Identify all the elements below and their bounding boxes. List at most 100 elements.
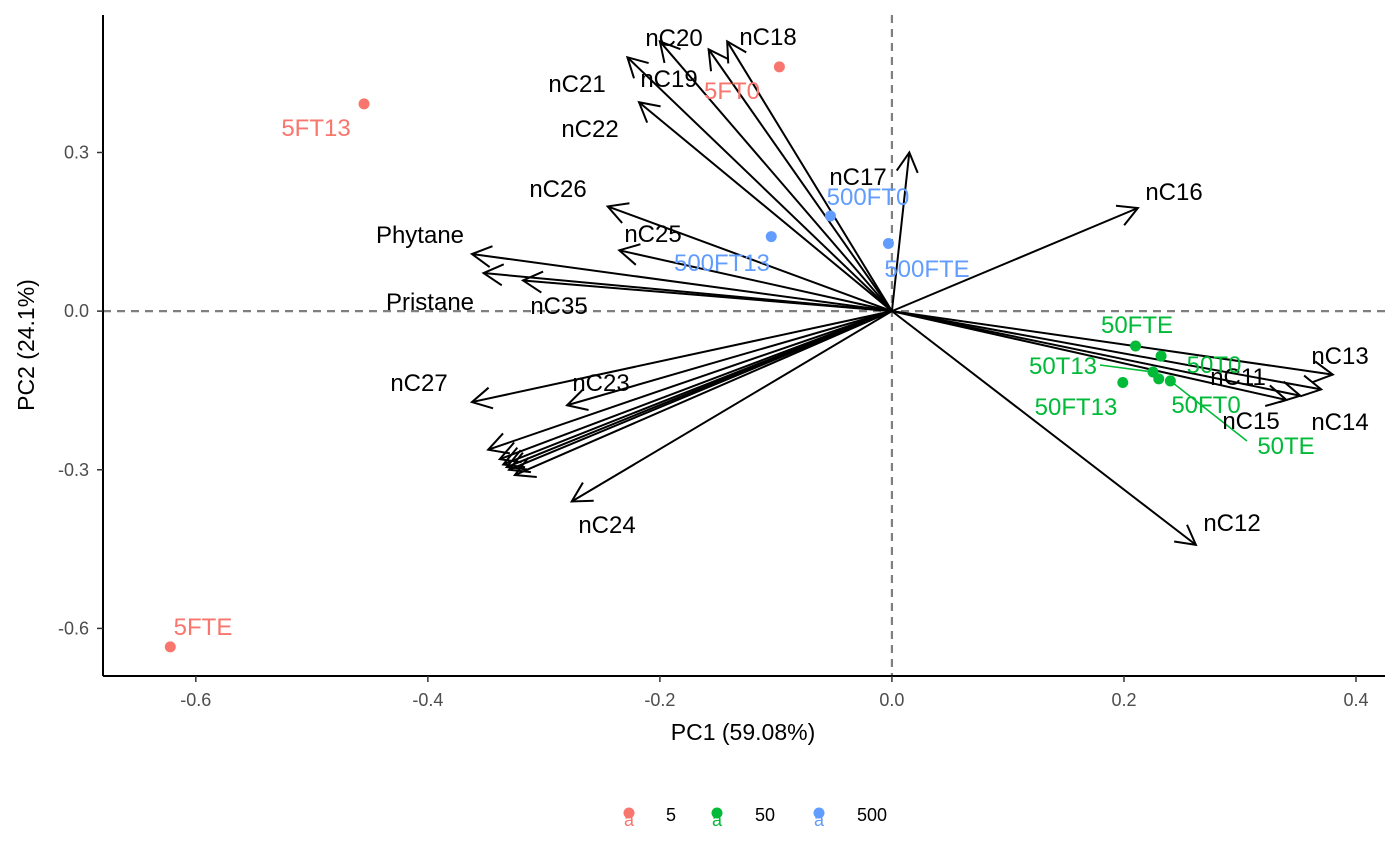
point-label: 50FT13 (1035, 394, 1118, 421)
x-tick-label: 0.2 (1111, 690, 1136, 710)
loading-arrow (471, 253, 893, 313)
point-label: 5FT13 (281, 115, 350, 142)
point-label: 5FTE (174, 614, 233, 641)
loading-label: Pristane (386, 289, 474, 316)
loading-arrow (890, 152, 911, 312)
data-point (1155, 350, 1167, 362)
data-point (824, 210, 836, 222)
loading-label: nC18 (739, 24, 796, 51)
loading-arrowhead (497, 441, 522, 464)
y-axis-title: PC2 (24.1%) (13, 279, 39, 411)
legend-swatch-50 (711, 807, 723, 819)
point-label: 500FT13 (674, 250, 770, 277)
data-point (773, 61, 785, 73)
loading-arrowhead (469, 386, 494, 410)
loading-label: nC27 (390, 370, 447, 397)
loading-label: nC35 (530, 293, 587, 320)
loading-arrow (891, 310, 1197, 546)
data-point (164, 641, 176, 653)
loading-label: nC25 (624, 221, 681, 248)
data-point (1130, 340, 1142, 352)
y-tick-label: 0.3 (64, 142, 89, 162)
loading-arrowhead (658, 39, 681, 64)
legend-glyph-500: a (814, 810, 825, 830)
loading-label: nC26 (529, 176, 586, 203)
legend-label-50: 50 (755, 805, 775, 825)
data-point (358, 98, 370, 110)
loading-label: nC17 (829, 164, 886, 191)
x-tick-label: 0.0 (879, 690, 904, 710)
loading-label: nC16 (1145, 179, 1202, 206)
loading-arrowhead (565, 389, 589, 411)
data-point (765, 231, 777, 243)
legend-glyph-50: a (712, 810, 723, 830)
loading-arrow (707, 48, 893, 312)
y-tick-label: 0.0 (64, 301, 89, 321)
loading-arrowhead (486, 432, 511, 455)
loading-arrow (607, 205, 893, 313)
point-label: 500FTE (884, 256, 969, 283)
loading-arrow (514, 310, 893, 476)
loading-arrow (891, 310, 1322, 391)
loading-arrowhead (895, 150, 919, 174)
loading-label: nC13 (1311, 343, 1368, 370)
loading-arrow (726, 40, 893, 312)
loading-arrowhead (637, 100, 661, 124)
loading-label: nC11 (1210, 364, 1266, 391)
loading-arrowhead (605, 202, 630, 224)
legend: a 5 a 50 a 500 (623, 805, 887, 830)
data-point (882, 237, 894, 249)
loading-arrowhead (481, 263, 505, 287)
label-leader (1099, 364, 1154, 373)
label-leader (1169, 380, 1248, 442)
loading-arrowhead (569, 482, 594, 503)
point-label: 50FT0 (1171, 392, 1240, 419)
legend-label-5: 5 (666, 805, 676, 825)
legend-label-500: 500 (857, 805, 887, 825)
data-point (1153, 373, 1165, 385)
loading-label: nC24 (578, 512, 635, 539)
loading-label: nC19 (640, 66, 697, 93)
y-tick-label: -0.3 (58, 460, 89, 480)
loading-arrowhead (625, 55, 649, 79)
loading-arrow (619, 249, 893, 313)
point-label: 50TE (1257, 433, 1314, 460)
legend-swatch-500 (813, 807, 825, 819)
loading-arrow (891, 310, 1287, 401)
loading-arrowhead (469, 245, 493, 268)
loading-arrowhead (1174, 524, 1198, 547)
point-label: 50T0 (1187, 352, 1242, 379)
loading-arrowhead (1299, 374, 1324, 398)
y-tick-label: -0.6 (58, 618, 89, 638)
point-label: 500FT0 (827, 184, 910, 211)
loading-label: Phytane (376, 222, 464, 249)
loading-arrowhead (1311, 360, 1335, 384)
loading-arrow (659, 40, 893, 312)
point-label: 50T13 (1029, 353, 1097, 380)
loading-arrow (891, 310, 1301, 397)
loading-arrowhead (1264, 384, 1289, 407)
point-label: 50FTE (1101, 312, 1173, 339)
loading-arrowhead (504, 449, 529, 471)
legend-swatch-5 (623, 807, 635, 819)
loading-label: nC12 (1203, 510, 1260, 537)
legend-glyph-5: a (624, 810, 635, 830)
loading-arrowhead (520, 270, 544, 294)
loading-arrow (891, 310, 1333, 376)
loading-arrow (638, 101, 893, 312)
loading-arrow (522, 279, 893, 313)
loading-arrowhead (1115, 204, 1140, 226)
loading-arrow (499, 310, 893, 461)
x-axis-title: PC1 (59.08%) (671, 719, 815, 745)
loading-arrowhead (707, 47, 729, 72)
loading-arrow (508, 310, 893, 471)
loading-label: nC20 (645, 25, 702, 52)
loading-arrow (626, 56, 893, 312)
loading-arrowhead (617, 243, 641, 266)
data-point (1117, 377, 1129, 389)
point-label: 5FT0 (704, 78, 760, 105)
loading-label: nC15 (1222, 408, 1279, 435)
loading-label: nC23 (572, 370, 629, 397)
loading-arrowhead (512, 457, 537, 479)
